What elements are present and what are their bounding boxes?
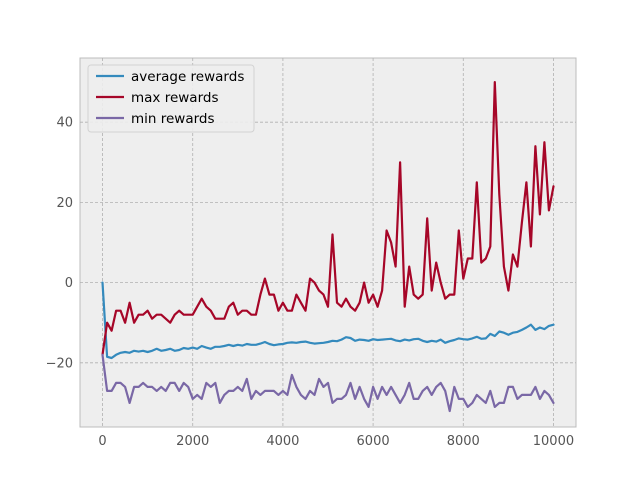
series-line-1 — [101, 281, 555, 360]
x-tick-label: 2000 — [176, 434, 209, 449]
x-tick-label: 4000 — [266, 434, 299, 449]
x-tick-label: 10000 — [533, 434, 574, 449]
legend-label: min rewards — [131, 111, 215, 127]
x-tick-label: 8000 — [447, 434, 480, 449]
y-tick-label: −20 — [46, 356, 73, 371]
series-lines — [101, 80, 555, 413]
legend: average rewards max rewards min rewards — [87, 64, 255, 133]
x-tick-label: 0 — [98, 434, 106, 449]
y-tick-label: 40 — [56, 116, 73, 131]
y-tick-label: 0 — [65, 276, 73, 291]
legend-label: max rewards — [131, 90, 219, 106]
series-line-2 — [101, 80, 555, 356]
x-tick-label: 6000 — [357, 434, 390, 449]
y-axis: −20 0 20 40 — [46, 116, 73, 372]
x-axis: 0 2000 4000 6000 8000 10000 — [98, 434, 574, 449]
y-tick-label: 20 — [56, 196, 73, 211]
legend-label: average rewards — [131, 69, 244, 85]
legend-box — [87, 64, 255, 133]
series-line-3 — [101, 353, 555, 413]
